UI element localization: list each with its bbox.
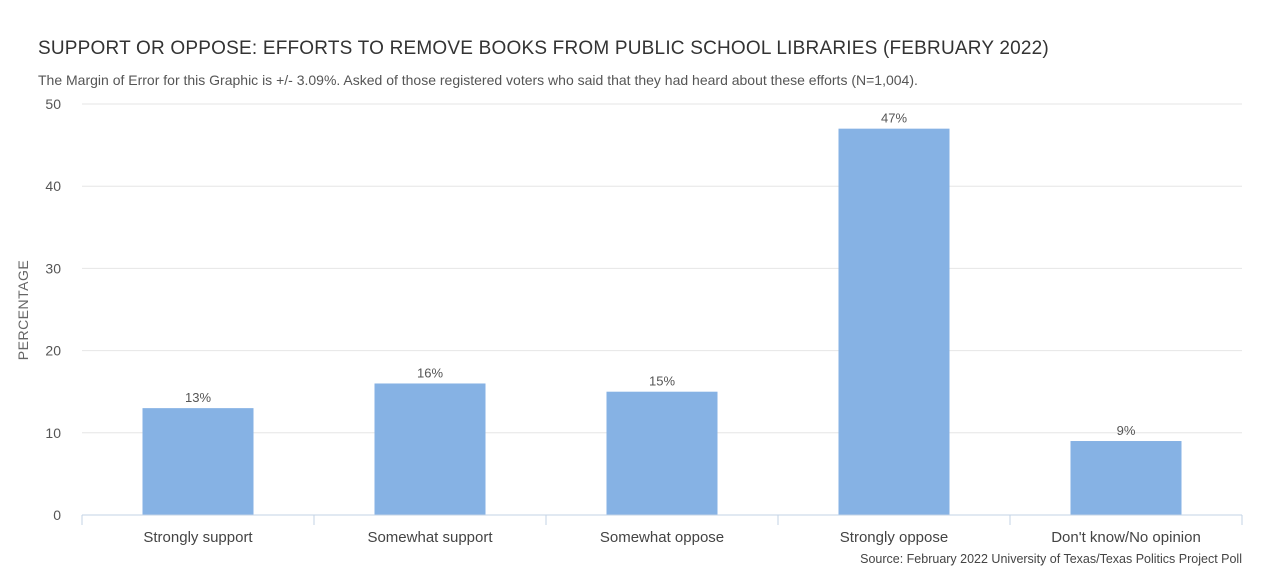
x-category-label: Somewhat oppose [600,529,724,546]
bar-value-label: 15% [649,374,675,389]
y-tick-label: 30 [45,260,61,276]
bar-value-label: 47% [881,111,907,126]
chart-title: SUPPORT OR OPPOSE: EFFORTS TO REMOVE BOO… [38,38,1049,59]
y-tick-label: 40 [45,178,61,194]
bar [838,128,950,515]
bars: 13% 16% 15% 47% 9% [142,111,1182,515]
x-category-label: Don't know/No opinion [1051,529,1201,546]
y-tick-label: 0 [53,507,61,523]
bar [374,383,486,515]
bar [142,408,254,515]
y-axis-ticks: 0 10 20 30 40 50 [45,96,61,523]
bar-value-label: 9% [1117,423,1136,438]
source-note: Source: February 2022 University of Texa… [860,552,1242,566]
x-axis: Strongly support Somewhat support Somewhat… [81,514,1243,546]
x-category-label: Strongly support [143,529,253,546]
x-category-label: Somewhat support [367,529,493,546]
bar [1070,441,1182,515]
y-tick-label: 50 [45,96,61,112]
bar [606,391,718,515]
y-tick-label: 20 [45,343,61,359]
bar-value-label: 13% [185,390,211,405]
y-axis-label: PERCENTAGE [15,260,31,360]
chart-subtitle: The Margin of Error for this Graphic is … [38,72,918,88]
y-tick-label: 10 [45,425,61,441]
bar-value-label: 16% [417,365,443,380]
x-category-label: Strongly oppose [840,529,948,546]
